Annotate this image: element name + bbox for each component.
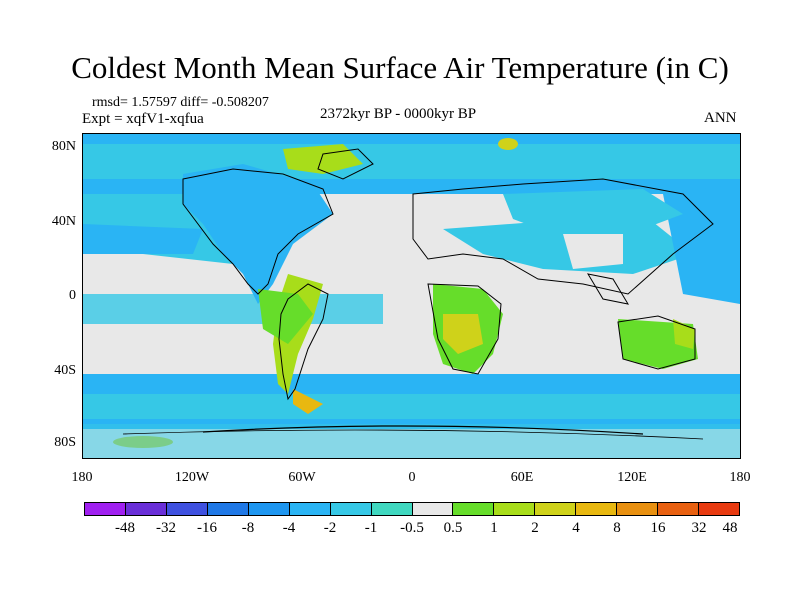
x-tick-120w: 120W (174, 470, 210, 485)
colorbar-label: -48 (115, 520, 135, 536)
colorbar-label: 0.5 (443, 520, 463, 536)
colorbar-swatch (576, 503, 618, 515)
experiment-label: Expt = xqfV1-xqfua (82, 111, 204, 127)
colorbar-label: -4 (282, 520, 296, 536)
x-tick-60w: 60W (288, 470, 316, 485)
colorbar-label: -32 (156, 520, 176, 536)
colorbar-swatch (412, 503, 454, 515)
colorbar-swatch (207, 503, 249, 515)
x-tick-0: 0 (408, 470, 416, 485)
colorbar-swatch (85, 503, 126, 515)
colorbar (84, 502, 740, 516)
colorbar-label: 16 (650, 520, 666, 536)
map-title: Coldest Month Mean Surface Air Temperatu… (71, 50, 729, 85)
y-tick-40n: 40N (51, 214, 76, 229)
period-label: 2372kyr BP - 0000kyr BP (320, 106, 477, 122)
x-tick-180w: 180 (71, 470, 93, 485)
temperature-difference-map (82, 133, 741, 459)
colorbar-label: 48 (722, 520, 738, 536)
stats-text: rmsd= 1.57597 diff= -0.508207 (92, 95, 269, 110)
colorbar-swatch (535, 503, 577, 515)
colorbar-label: 32 (691, 520, 707, 536)
colorbar-swatch (453, 503, 495, 515)
colorbar-label: -1 (364, 520, 378, 536)
colorbar-swatch (289, 503, 331, 515)
season-label: ANN (704, 110, 737, 126)
y-tick-80n: 80N (51, 139, 76, 154)
colorbar-swatch (248, 503, 290, 515)
x-tick-180e: 180 (729, 470, 751, 485)
colorbar-label: 8 (613, 520, 621, 536)
colorbar-label: 4 (572, 520, 580, 536)
colorbar-swatch (166, 503, 208, 515)
colorbar-label: -2 (323, 520, 337, 536)
colorbar-swatch (330, 503, 372, 515)
x-tick-60e: 60E (510, 470, 534, 485)
colorbar-swatch (371, 503, 413, 515)
colorbar-label: 2 (531, 520, 539, 536)
colorbar-swatch (494, 503, 536, 515)
colorbar-label: -8 (241, 520, 255, 536)
x-tick-120e: 120E (617, 470, 647, 485)
colorbar-swatch (658, 503, 700, 515)
colorbar-swatch (699, 503, 739, 515)
colorbar-label: -16 (197, 520, 217, 536)
colorbar-swatch (617, 503, 659, 515)
y-tick-80s: 80S (54, 435, 76, 450)
y-tick-40s: 40S (54, 363, 76, 378)
colorbar-label: -0.5 (400, 520, 424, 536)
y-tick-0: 0 (69, 288, 76, 303)
colorbar-label: 1 (490, 520, 498, 536)
colorbar-swatch (125, 503, 167, 515)
